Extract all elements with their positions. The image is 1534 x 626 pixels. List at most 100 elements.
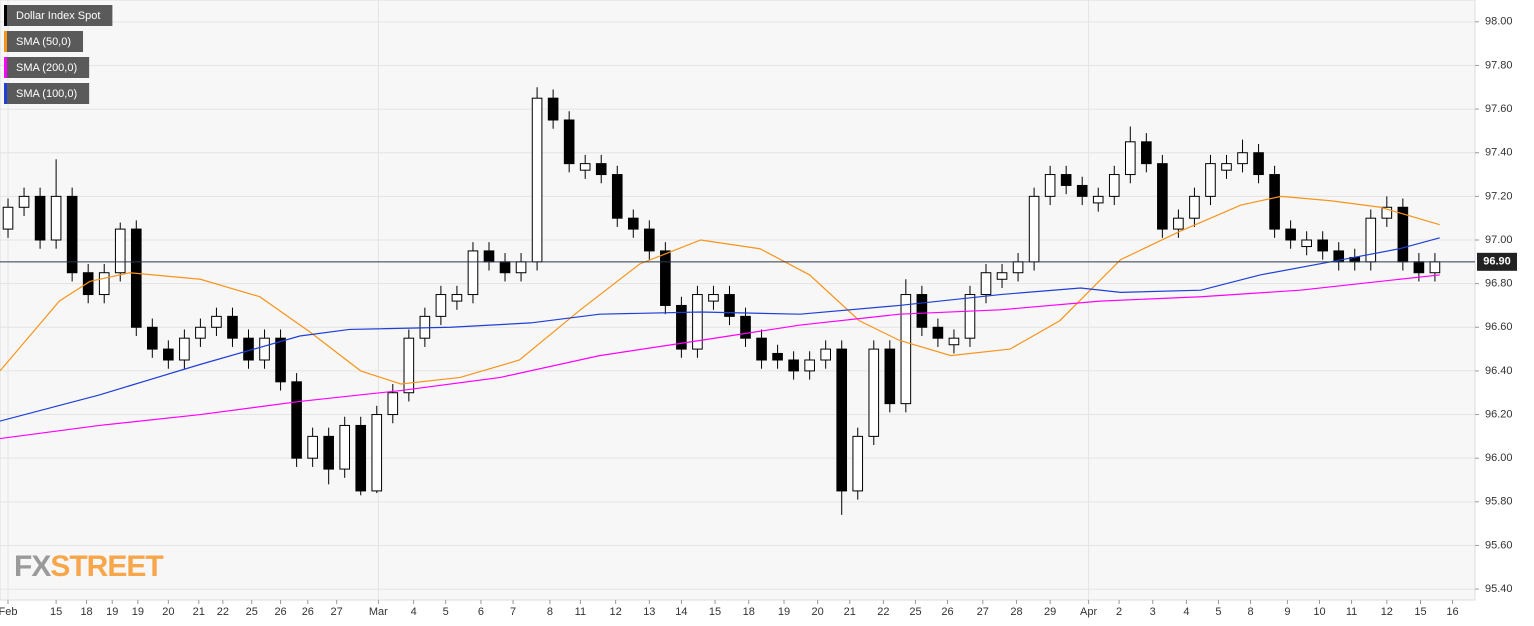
candle-body (1205, 163, 1216, 197)
legend-swatch (4, 5, 7, 26)
candle-body (1285, 228, 1296, 241)
candle-body (499, 261, 511, 274)
legend-box (4, 5, 113, 26)
x-tick-label: 3 (1150, 606, 1156, 618)
x-tick-label: 15 (1414, 606, 1426, 618)
candle-body (371, 414, 383, 492)
last-price-label: 96.90 (1483, 256, 1511, 268)
candle-body (1173, 217, 1184, 230)
x-tick-label: 27 (977, 606, 989, 618)
x-tick-label: 8 (1247, 606, 1253, 618)
candle-body (355, 424, 367, 492)
y-tick-label: 97.00 (1485, 234, 1513, 246)
candle-body (531, 97, 543, 263)
candle-body (1269, 174, 1280, 230)
candle-body (627, 217, 639, 230)
x-tick-label: 27 (331, 606, 343, 618)
legend-swatch (4, 31, 7, 52)
candle-body (660, 250, 671, 306)
x-tick-label: 26 (274, 606, 286, 618)
candle-body (724, 294, 735, 317)
candle-body (772, 352, 783, 361)
candle-body (1413, 261, 1425, 274)
candle-body (1189, 195, 1200, 219)
y-tick-label: 95.80 (1485, 496, 1513, 508)
x-tick-label: 25 (909, 606, 921, 618)
legend-box (4, 83, 90, 104)
x-tick-label: 12 (610, 606, 622, 618)
candle-body (1141, 141, 1152, 165)
legend-label: Dollar Index Spot (16, 10, 100, 22)
candle-body (307, 435, 318, 459)
y-tick-label: 97.80 (1485, 59, 1513, 71)
candle-body (1157, 163, 1168, 230)
candle-body (259, 337, 270, 361)
candle-body (676, 304, 687, 350)
legend-entry: SMA (50,0) (4, 31, 84, 52)
x-tick-label: 4 (411, 606, 417, 618)
candle-body (932, 326, 944, 339)
candle-body (387, 392, 399, 416)
legend-entry: SMA (200,0) (4, 57, 90, 78)
candle-body (948, 337, 960, 346)
candle-body (1221, 163, 1232, 171)
legend-box (4, 31, 84, 52)
candle-body (1108, 174, 1120, 197)
candle-body (98, 272, 110, 296)
candle-body (804, 359, 815, 372)
y-tick-label: 95.40 (1485, 583, 1513, 595)
x-tick-label: 29 (1044, 606, 1056, 618)
candle-body (820, 348, 831, 361)
x-tick-label: 12 (1381, 606, 1393, 618)
candle-body (211, 315, 222, 328)
x-tick-label: 26 (302, 606, 314, 618)
candle-body (451, 294, 463, 302)
x-tick-label: 5 (443, 606, 449, 618)
y-tick-label: 95.60 (1485, 539, 1513, 551)
watermark-street: STREET (50, 550, 163, 583)
x-tick-label: 11 (575, 606, 586, 618)
candle-body (1092, 195, 1104, 204)
candle-body (1253, 152, 1264, 176)
y-tick-label: 96.40 (1485, 365, 1513, 377)
candle-body (1012, 261, 1024, 274)
candle-body (1317, 239, 1329, 252)
candle-body (1028, 195, 1040, 263)
candle-body (163, 348, 174, 361)
x-tick-label: 22 (217, 606, 229, 618)
y-tick-label: 98.00 (1485, 16, 1513, 28)
x-tick-label: 5 (1215, 606, 1221, 618)
candle-body (595, 163, 607, 176)
x-tick-label: 19 (778, 606, 790, 618)
candle-body (66, 195, 78, 274)
candle-body (563, 119, 575, 165)
candle-body (1429, 261, 1441, 274)
candle-body (579, 163, 591, 171)
sma-line (0, 274, 1440, 440)
candle-body (868, 348, 880, 437)
candle-body (980, 272, 992, 296)
x-tick-label: 16 (1446, 606, 1458, 618)
candle-body (435, 294, 447, 317)
x-tick-label: 18 (80, 606, 92, 618)
y-tick-label: 97.40 (1485, 147, 1513, 159)
candle-body (50, 195, 62, 241)
candle-body (195, 326, 206, 339)
y-tick-label: 97.60 (1485, 103, 1513, 115)
x-tick-label: 28 (1010, 606, 1022, 618)
x-tick-label: Apr (1080, 606, 1097, 618)
candle-body (1301, 239, 1312, 248)
x-tick-label: 20 (812, 606, 824, 618)
candle-body (547, 97, 559, 121)
x-tick-label: 20 (162, 606, 174, 618)
candle-body (275, 337, 286, 383)
candle-body (483, 250, 495, 263)
legend-entry: Dollar Index Spot (4, 5, 113, 26)
candle-body (130, 228, 142, 328)
x-tick-label: 13 (643, 606, 655, 618)
legend-entry: SMA (100,0) (4, 83, 90, 104)
x-tick-label: 26 (941, 606, 953, 618)
x-tick-label: 25 (246, 606, 258, 618)
sma-line (0, 195, 1440, 385)
